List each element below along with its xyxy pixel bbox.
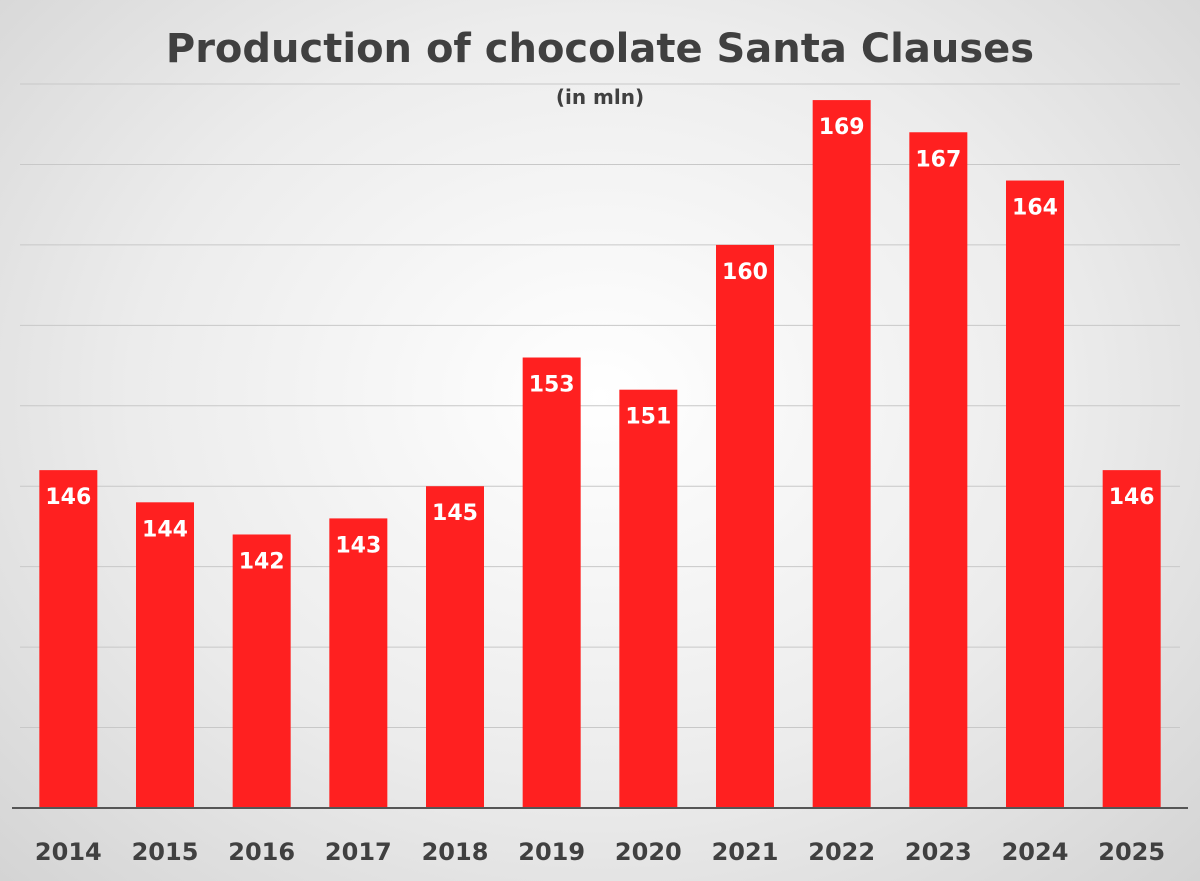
bar-2023	[909, 132, 968, 808]
x-tick-label-2022: 2022	[808, 838, 875, 866]
chart-title: Production of chocolate Santa Clauses	[166, 26, 1034, 72]
bar-2021	[716, 244, 774, 808]
data-label-2024: 164	[1012, 196, 1058, 221]
x-tick-label-2017: 2017	[325, 838, 392, 866]
x-axis-ticks: 2014 2015 2016 2017 2018 2019 2020 2021 2022 2023…	[35, 838, 1165, 866]
data-label-2014: 146	[45, 485, 91, 510]
x-tick-label-2020: 2020	[615, 838, 682, 866]
bar-2025	[1102, 470, 1161, 808]
data-label-2020: 151	[625, 405, 671, 430]
bar-2014	[39, 470, 98, 808]
x-tick-label-2024: 2024	[1002, 838, 1069, 866]
chart-subtitle: (in mln)	[556, 85, 644, 109]
gridlines	[20, 83, 1180, 729]
data-label-2023: 167	[915, 147, 961, 172]
bar-2018	[426, 486, 484, 808]
bar-2019	[522, 357, 581, 808]
x-tick-label-2025: 2025	[1098, 838, 1165, 866]
bar-2017	[329, 518, 388, 808]
bar-2024	[1006, 180, 1064, 809]
data-label-2015: 144	[142, 517, 188, 542]
x-tick-label-2015: 2015	[132, 838, 199, 866]
x-tick-label-2021: 2021	[712, 838, 779, 866]
bar-2016	[232, 534, 291, 808]
data-label-2021: 160	[722, 260, 768, 285]
x-tick-label-2014: 2014	[35, 838, 102, 866]
bar-2015	[136, 502, 194, 808]
bars	[39, 100, 1161, 809]
data-label-2025: 146	[1109, 485, 1155, 510]
data-labels: 146 144 142 143 145 153 151 160 169 167 164 146	[45, 115, 1154, 574]
bar-2022	[812, 100, 871, 809]
x-tick-label-2018: 2018	[422, 838, 489, 866]
data-label-2017: 143	[335, 533, 381, 558]
data-label-2018: 145	[432, 501, 478, 526]
x-tick-label-2023: 2023	[905, 838, 972, 866]
x-tick-label-2019: 2019	[518, 838, 585, 866]
data-label-2016: 142	[239, 549, 285, 574]
data-label-2022: 169	[819, 115, 865, 140]
bar-2020	[619, 389, 678, 808]
data-label-2019: 153	[529, 373, 575, 398]
x-tick-label-2016: 2016	[228, 838, 295, 866]
